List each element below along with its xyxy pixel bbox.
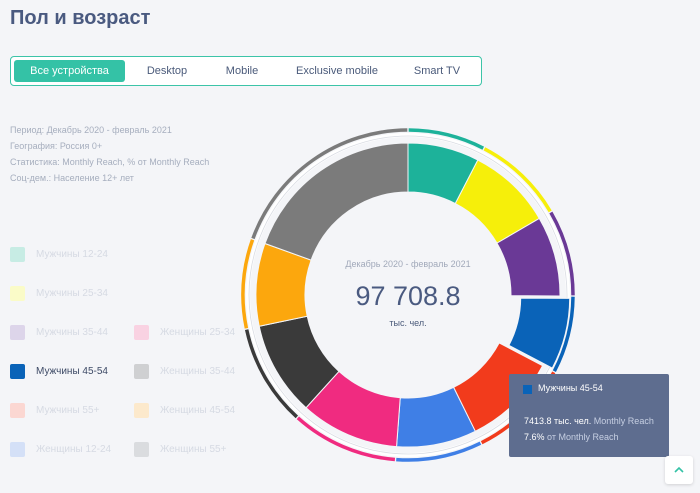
meta-period: Период: Декабрь 2020 - февраль 2021 [10,125,172,135]
outer-guide-ring [246,133,570,457]
legend-label: Мужчины 35-44 [36,327,108,338]
legend-swatch [10,286,25,301]
legend-label: Мужчины 12-24 [36,249,108,260]
legend-label: Мужчины 45-54 [36,366,108,377]
outer-guide-line [248,135,568,455]
tab-mobile[interactable]: Mobile [225,65,259,77]
outer-ring-arc-7 [296,416,396,462]
tab-all-devices[interactable]: Все устройства [14,60,125,82]
legend-swatch [10,325,25,340]
donut-slice-4[interactable] [508,297,571,369]
legend-swatch [10,442,25,457]
legend-label: Женщины 12-24 [36,444,112,455]
legend-swatch [134,325,149,340]
legend-label: Мужчины 25-34 [36,288,108,299]
tooltip-percent-suffix: от Monthly Reach [547,432,619,442]
legend-label: Мужчины 55+ [36,405,100,416]
tooltip-percent: 7.6% [524,432,545,442]
legend-swatch [134,364,149,379]
legend-label: Женщины 35-44 [160,366,236,377]
tooltip-percent-row: 7.6% от Monthly Reach [524,432,619,442]
outer-ring-arc-9 [241,239,255,329]
scroll-to-top-button[interactable] [665,456,693,484]
legend-swatch [10,403,25,418]
chart-tooltip: Мужчины 45-54 7413.8 тыс. чел. Monthly R… [509,374,669,457]
meta-geo: География: Россия 0+ [10,141,103,151]
tooltip-value-row: 7413.8 тыс. чел. Monthly Reach [524,416,654,426]
center-total-value: 97 708.8 [355,281,461,311]
legend-swatch [10,247,25,262]
donut-slice-3[interactable] [496,217,561,297]
center-period: Декабрь 2020 - февраль 2021 [345,259,471,269]
tooltip-value-suffix: Monthly Reach [593,416,654,426]
outer-ring-arc-6 [396,441,482,462]
tooltip-swatch [523,385,532,394]
donut-slice-10[interactable] [264,142,409,261]
outer-ring-arc-4 [552,296,575,372]
outer-ring-arc-1 [408,128,485,150]
outer-ring-arc-2 [483,147,552,213]
meta-statistic: Статистика: Monthly Reach, % от Monthly … [10,157,210,167]
legend-swatch [10,364,25,379]
tab-smart-tv[interactable]: Smart TV [413,65,461,77]
legend-swatch [134,403,149,418]
tab-exclusive-mobile[interactable]: Exclusive mobile [296,65,378,77]
tooltip-series-name: Мужчины 45-54 [538,383,603,393]
outer-ring-arc-8 [244,329,299,419]
outer-ring-arc-3 [549,211,575,296]
meta-socdem: Соц-дем.: Население 12+ лет [10,173,134,183]
tooltip-value: 7413.8 тыс. чел. [524,416,592,426]
legend-swatch [134,442,149,457]
donut-center [306,193,510,397]
legend-label: Женщины 55+ [160,444,227,455]
page-title: Пол и возраст [10,7,151,29]
outer-ring-arc-10 [251,128,408,240]
center-unit: тыс. чел. [389,318,427,328]
chevron-up-icon [674,466,684,473]
legend-label: Женщины 45-54 [160,405,236,416]
device-tabs: Все устройства Desktop Mobile Exclusive … [10,56,482,86]
tab-desktop[interactable]: Desktop [146,65,188,77]
legend-label: Женщины 25-34 [160,327,236,338]
